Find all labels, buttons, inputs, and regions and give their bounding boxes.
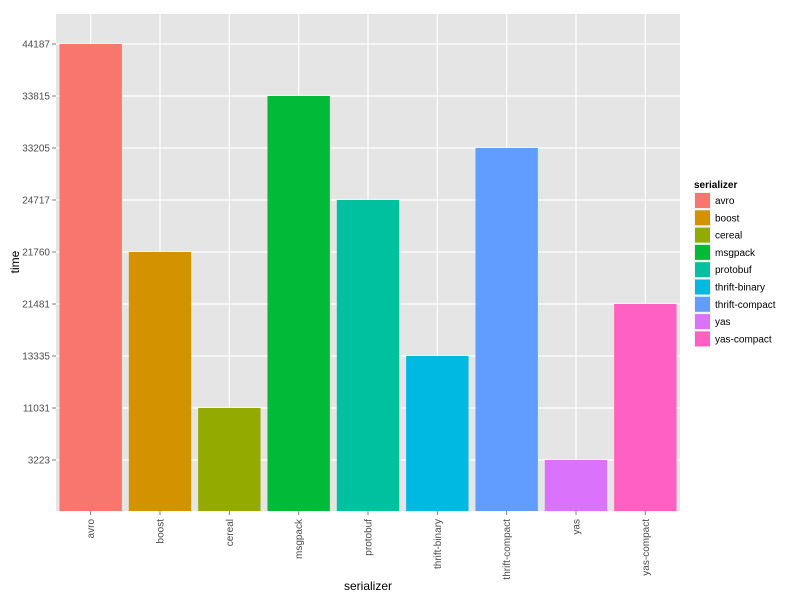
legend-swatch-thrift-binary — [695, 279, 710, 295]
y-axis-title: time — [8, 250, 22, 273]
y-tick-label: 11031 — [23, 404, 51, 415]
bars — [59, 44, 677, 511]
x-tick-label: yas — [572, 519, 583, 535]
legend-swatch-cereal — [695, 227, 710, 243]
x-tick-label: protobuf — [364, 519, 375, 556]
y-axis: 3223 11031 13335 21481 21760 24717 33205 33815 4… — [22, 40, 56, 467]
y-tick-label: 24717 — [22, 196, 50, 207]
bar-thrift-binary — [406, 356, 469, 511]
legend-swatch-yas-compact — [695, 331, 710, 347]
bar-cereal — [198, 408, 261, 511]
x-tick-label: cereal — [225, 519, 236, 546]
legend-swatch-protobuf — [695, 262, 710, 278]
bar-yas — [544, 460, 608, 511]
legend-swatch-boost — [695, 210, 710, 226]
legend-label: cereal — [715, 231, 742, 242]
x-axis-title: serializer — [344, 579, 392, 593]
bar-thrift-compact — [475, 148, 538, 511]
x-tick-label: avro — [86, 519, 97, 539]
bar-boost — [128, 252, 192, 511]
legend-label: thrift-compact — [715, 300, 776, 311]
x-tick-label: thrift-binary — [433, 519, 444, 569]
legend-label: yas — [715, 317, 731, 328]
legend: serializer avro boost cereal msgpack protobu… — [694, 180, 776, 348]
x-tick-label: msgpack — [294, 518, 305, 559]
bar-protobuf — [336, 200, 400, 511]
y-tick-label: 33205 — [22, 144, 50, 155]
legend-swatch-yas — [695, 314, 710, 330]
x-tick-label: boost — [156, 519, 167, 544]
legend-swatch-thrift-compact — [695, 296, 710, 312]
y-tick-label: 21481 — [22, 300, 50, 311]
y-tick-label: 13335 — [22, 352, 50, 363]
legend-label: thrift-binary — [715, 283, 765, 294]
legend-label: msgpack — [715, 248, 756, 259]
bar-yas-compact — [614, 304, 677, 511]
x-axis: avro boost cereal msgpack protobuf thrift-bin… — [86, 511, 652, 580]
y-tick-label: 3223 — [28, 456, 51, 467]
y-tick-label: 33815 — [22, 92, 50, 103]
bar-avro — [59, 44, 122, 511]
y-tick-label: 21760 — [22, 248, 50, 259]
legend-label: boost — [715, 213, 740, 224]
y-tick-label: 44187 — [22, 40, 50, 51]
legend-swatch-avro — [695, 193, 710, 208]
x-tick-label: thrift-compact — [502, 519, 513, 580]
legend-label: avro — [715, 196, 735, 207]
x-tick-label: yas-compact — [641, 519, 652, 576]
legend-title: serializer — [694, 180, 737, 191]
legend-swatch-msgpack — [695, 244, 710, 260]
legend-label: yas-compact — [715, 334, 772, 345]
legend-label: protobuf — [715, 265, 752, 276]
bar-msgpack — [267, 96, 330, 511]
